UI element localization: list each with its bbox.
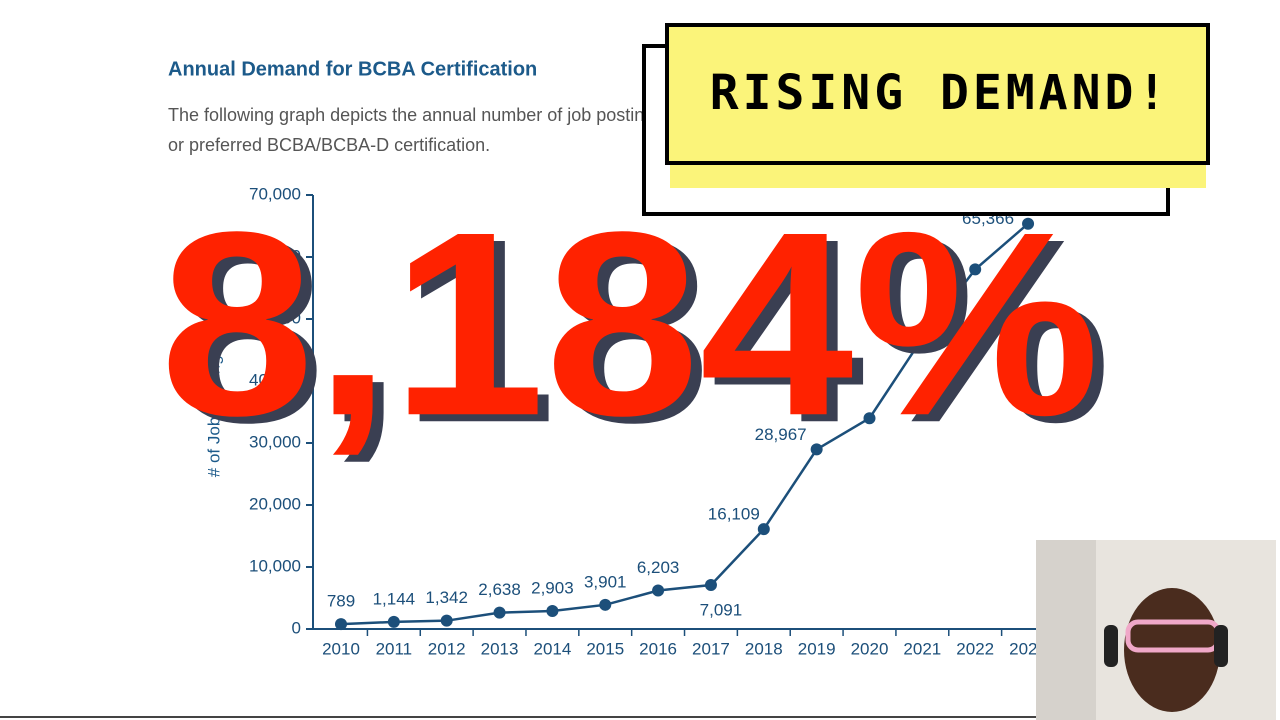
point: [757, 523, 770, 536]
value-label: 3,901: [584, 572, 627, 591]
point: [916, 332, 929, 345]
webcam-headset: [1214, 625, 1228, 667]
point: [335, 618, 347, 631]
value-label: 789: [327, 592, 355, 611]
point: [863, 412, 876, 425]
point: [387, 615, 400, 628]
point: [546, 605, 559, 618]
x-tick-label: 2014: [533, 639, 571, 658]
point: [652, 584, 665, 597]
value-label: 16,109: [708, 505, 760, 524]
x-tick-label: 2018: [745, 639, 783, 658]
line: [340, 222, 1029, 626]
y-tick-label: 0: [292, 618, 301, 637]
headline-shadow: 8,184%: [171, 184, 1111, 477]
y-tick-label: 60,000: [249, 246, 301, 265]
value-label: 2,638: [478, 580, 521, 599]
y-tick-label: 30,000: [249, 432, 301, 451]
webcam-wall: [1036, 540, 1096, 720]
x-tick-label: 2016: [639, 639, 677, 658]
x-tick-label: 2022: [956, 639, 994, 658]
x-tick-label: 2010: [322, 639, 360, 658]
x-tick-label: 2019: [798, 639, 836, 658]
headline: 8,184%: [160, 177, 1100, 470]
chart-title: Annual Demand for BCBA Certification: [168, 58, 537, 80]
y-tick-label: 40,000: [249, 370, 301, 389]
point: [810, 443, 823, 456]
x-tick-label: 2020: [851, 639, 889, 658]
value-label: 1,144: [373, 589, 416, 608]
webcam-headset: [1104, 625, 1118, 667]
x-tick-label: 2011: [376, 639, 413, 658]
point: [969, 263, 982, 276]
webcam: [1036, 540, 1276, 720]
point: [440, 614, 453, 627]
y-tick-label: 70,000: [249, 184, 301, 203]
x-tick-label: 2012: [428, 639, 466, 658]
point: [1022, 217, 1035, 230]
y-axis-label: # of Job Postings: [204, 347, 223, 477]
point: [493, 606, 506, 619]
value-label: 1,342: [425, 588, 468, 607]
value-label: 6,203: [637, 558, 680, 577]
y-tick-label: 20,000: [249, 494, 301, 513]
y-tick-label: 50,000: [249, 308, 301, 327]
x-tick-label: 2015: [586, 639, 624, 658]
point: [704, 579, 717, 592]
value-label: 2,903: [531, 578, 574, 597]
value-label: 7,091: [700, 601, 743, 620]
y-tick-label: 10,000: [249, 556, 301, 575]
banner-text: RISING DEMAND!: [710, 65, 1171, 121]
x-tick-label: 2013: [481, 639, 519, 658]
point: [599, 598, 612, 611]
value-label: 28,967: [755, 425, 807, 444]
x-tick-label: 2021: [903, 639, 941, 658]
x-tick-label: 2017: [692, 639, 730, 658]
banner-box: [665, 23, 1210, 165]
